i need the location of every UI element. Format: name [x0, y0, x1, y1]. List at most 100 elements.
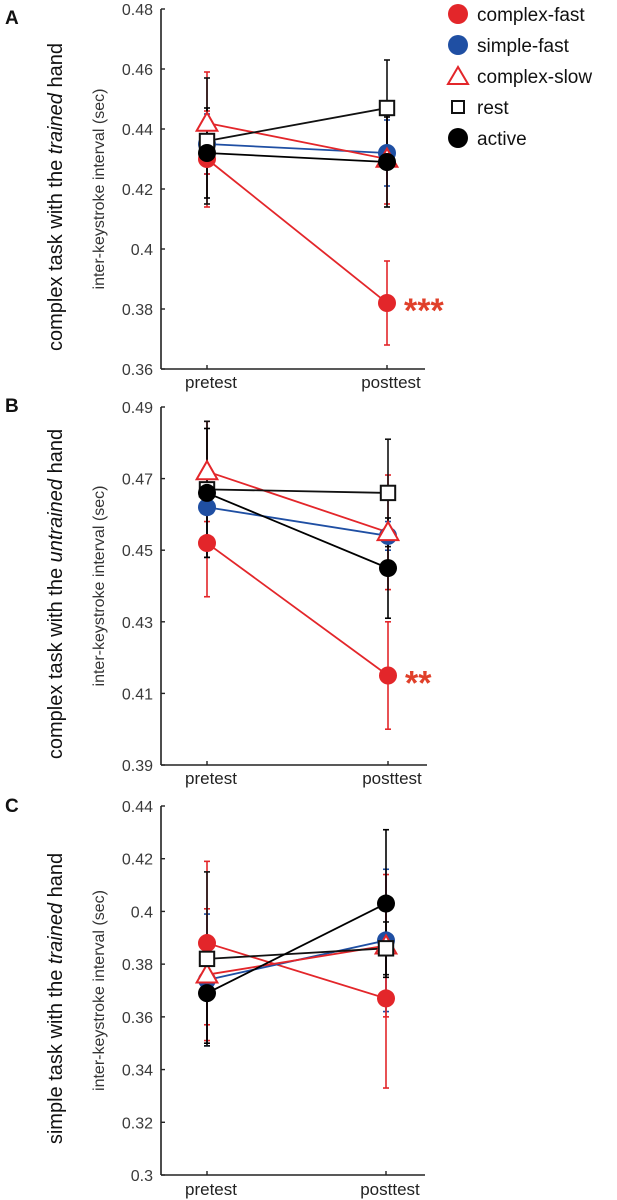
- panel-title-part: hand: [45, 429, 67, 479]
- legend-triangle-icon: [446, 65, 470, 85]
- series-line-simple-fast: [206, 143, 388, 154]
- x-tick-label: pretest: [185, 373, 237, 392]
- series-line-rest: [206, 107, 388, 142]
- series-line-complex-fast: [206, 158, 388, 304]
- marker-complex-slow: [194, 962, 220, 984]
- marker-active: [377, 894, 395, 913]
- panel-title-part: trained: [45, 902, 67, 964]
- legend-label: rest: [477, 98, 509, 119]
- y-tick-label: 0.32: [122, 1115, 153, 1132]
- x-tick-label: posttest: [360, 1180, 420, 1199]
- marker-rest: [378, 99, 396, 117]
- panel-title-part: hand: [45, 43, 67, 93]
- series-line-complex-slow: [206, 122, 388, 160]
- legend-item-active: active: [448, 128, 527, 150]
- panel-title: complex task with the trained hand: [45, 43, 67, 351]
- series-line-rest: [206, 947, 387, 960]
- y-tick-label: 0.47: [122, 472, 153, 489]
- legend: complex-fast simple-fast complex-slow rest a…: [446, 4, 592, 150]
- y-tick-label: 0.46: [122, 62, 153, 79]
- marker-complex-slow: [194, 459, 220, 481]
- panel-title-part: hand: [45, 853, 67, 903]
- series-line-active: [206, 492, 389, 569]
- x-tick-label: posttest: [361, 373, 421, 392]
- series-complex-slow: [204, 420, 391, 591]
- series-rest: [204, 871, 389, 1047]
- significance-marker: ***: [404, 292, 444, 330]
- panel-title: simple task with the trained hand: [45, 853, 67, 1144]
- marker-complex-slow: [194, 110, 220, 132]
- marker-complex-fast: [377, 989, 395, 1008]
- y-tick-label: 0.38: [122, 957, 153, 974]
- y-tick-label: 0.4: [131, 242, 153, 259]
- series-complex-slow: [204, 71, 390, 205]
- legend-item-complex-fast: complex-fast: [448, 4, 585, 26]
- marker-active: [378, 153, 396, 171]
- series-line-rest: [206, 488, 389, 494]
- y-tick-label: 0.36: [122, 1010, 153, 1027]
- significance-marker: **: [405, 665, 432, 703]
- marker-active: [198, 984, 216, 1003]
- y-tick-label: 0.45: [122, 543, 153, 560]
- series-line-complex-fast: [206, 542, 389, 677]
- legend-label: simple-fast: [477, 36, 570, 57]
- series-line-complex-fast: [206, 942, 387, 1000]
- y-axis-label: inter-keystroke interval (sec): [91, 486, 108, 687]
- legend-item-complex-slow: complex-slow: [446, 65, 592, 88]
- marker-complex-slow: [375, 519, 401, 542]
- y-tick-label: 0.42: [122, 182, 153, 199]
- marker-rest: [377, 940, 395, 957]
- panel-title-part: trained: [45, 92, 67, 154]
- y-tick-label: 0.38: [122, 302, 153, 319]
- y-tick-label: 0.42: [122, 852, 153, 869]
- marker-rest: [379, 484, 397, 502]
- y-tick-label: 0.4: [131, 904, 153, 921]
- y-tick-label: 0.39: [122, 758, 153, 775]
- panel-letter: B: [5, 396, 19, 417]
- x-tick-label: posttest: [362, 769, 422, 788]
- legend-square-icon: [451, 100, 465, 114]
- y-tick-label: 0.36: [122, 362, 153, 379]
- marker-simple-fast: [198, 498, 216, 517]
- panel-letter: C: [5, 796, 19, 817]
- legend-item-simple-fast: simple-fast: [448, 35, 570, 57]
- marker-active: [198, 483, 216, 502]
- legend-label: complex-slow: [477, 67, 592, 88]
- series-line-simple-fast: [206, 506, 389, 537]
- legend-item-rest: rest: [451, 98, 509, 119]
- legend-circle-icon: [448, 4, 468, 24]
- y-tick-label: 0.34: [122, 1063, 153, 1080]
- panel-title: complex task with the untrained hand: [45, 429, 67, 759]
- y-axis-label: inter-keystroke interval (sec): [91, 89, 108, 290]
- panel-title-part: complex task with the: [45, 154, 67, 351]
- y-tick-label: 0.44: [122, 122, 153, 139]
- panel-title-part: complex task with the: [45, 562, 67, 759]
- series-active: [204, 828, 389, 1045]
- panel-letter: A: [5, 8, 19, 29]
- series-line-active: [206, 902, 387, 994]
- panel-title-part: simple task with the: [45, 964, 67, 1144]
- y-axis-label: inter-keystroke interval (sec): [91, 890, 108, 1091]
- series-line-complex-slow: [206, 470, 389, 534]
- legend-label: active: [477, 129, 527, 150]
- y-tick-label: 0.48: [122, 2, 153, 19]
- x-tick-label: pretest: [185, 1180, 237, 1199]
- marker-complex-fast: [379, 666, 397, 685]
- y-tick-label: 0.44: [122, 799, 153, 816]
- marker-complex-fast: [198, 534, 216, 553]
- panel-title-part: untrained: [45, 478, 67, 562]
- marker-complex-fast: [198, 934, 216, 953]
- series-line-active: [206, 152, 388, 163]
- legend-label: complex-fast: [477, 5, 585, 26]
- legend-circle-icon: [448, 128, 468, 148]
- marker-active: [198, 144, 216, 162]
- marker-active: [379, 559, 397, 578]
- series-rest: [204, 59, 390, 205]
- x-tick-label: pretest: [185, 769, 237, 788]
- y-tick-label: 0.49: [122, 400, 153, 417]
- legend-circle-icon: [448, 35, 468, 55]
- y-tick-label: 0.43: [122, 615, 153, 632]
